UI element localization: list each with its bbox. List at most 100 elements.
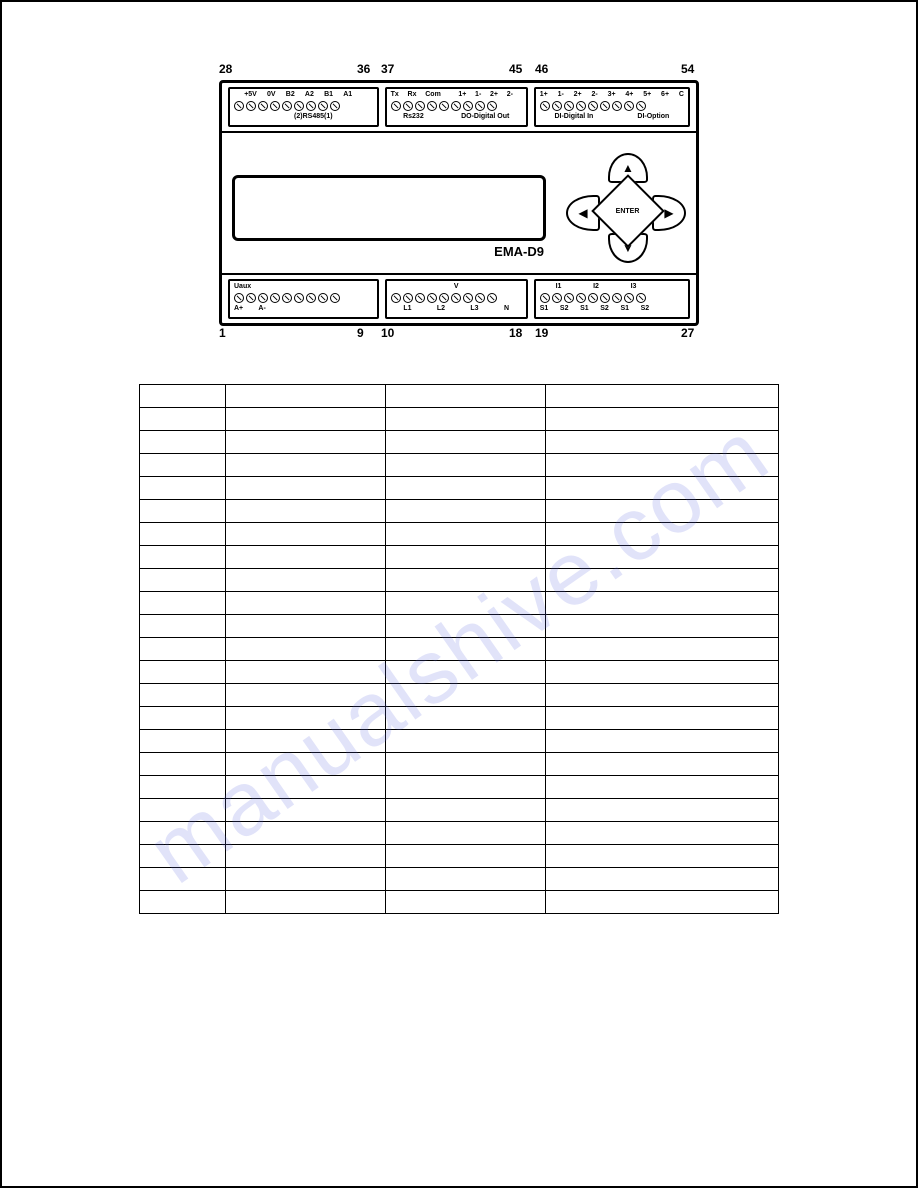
enter-button[interactable]: ENTER — [591, 174, 665, 248]
table-cell — [545, 546, 778, 569]
screw-terminal-icon — [270, 101, 280, 111]
bottom-terminal-strips: UauxA+A-VL1L2L3NI1I2I3S1S2S1S2S1S2 — [222, 275, 696, 323]
terminal-sublabel: L1 — [403, 305, 411, 313]
terminal-label: Tx — [391, 91, 399, 99]
screw-terminal-icon — [330, 101, 340, 111]
screw-terminal-icon — [330, 293, 340, 303]
terminal-label: 6+ — [661, 91, 669, 99]
table-cell — [386, 730, 546, 753]
table-cell — [226, 799, 386, 822]
lcd-screen — [232, 175, 546, 241]
table-cell — [386, 500, 546, 523]
screw-terminal-icon — [552, 101, 562, 111]
table-cell — [386, 845, 546, 868]
terminal-label: 2- — [507, 91, 513, 99]
terminal-sub-labels: (2)RS485(1) — [234, 113, 373, 121]
table-cell — [386, 753, 546, 776]
table-row — [140, 891, 779, 914]
terminal-sublabel: L3 — [470, 305, 478, 313]
terminal-row — [391, 101, 522, 111]
screw-terminal-icon — [282, 293, 292, 303]
table-cell — [545, 592, 778, 615]
table-cell — [140, 454, 226, 477]
table-row — [140, 523, 779, 546]
table-row — [140, 454, 779, 477]
table-cell — [140, 684, 226, 707]
table-cell — [545, 753, 778, 776]
table-cell — [226, 523, 386, 546]
terminal-number: 18 — [509, 326, 522, 340]
screw-terminal-icon — [636, 293, 646, 303]
screw-terminal-icon — [487, 101, 497, 111]
terminal-number: 10 — [381, 326, 394, 340]
terminal-sub-labels: S1S2S1S2S1S2 — [540, 305, 684, 313]
table-row — [140, 615, 779, 638]
screw-terminal-icon — [270, 293, 280, 303]
table-cell — [140, 408, 226, 431]
screw-terminal-icon — [600, 101, 610, 111]
terminal-number: 36 — [357, 62, 370, 76]
screw-terminal-icon — [624, 293, 634, 303]
terminal-label: 2+ — [490, 91, 498, 99]
table-cell — [140, 385, 226, 408]
terminal-sub-labels: L1L2L3N — [391, 305, 522, 313]
table-cell — [545, 431, 778, 454]
table-cell — [386, 454, 546, 477]
bottom-terminal-numbers: 1910181927 — [219, 326, 699, 344]
table-cell — [386, 615, 546, 638]
screw-terminal-icon — [306, 293, 316, 303]
table-cell — [226, 638, 386, 661]
terminal-number: 37 — [381, 62, 394, 76]
screw-terminal-icon — [246, 293, 256, 303]
terminal-label: C — [679, 91, 684, 99]
table-cell — [386, 477, 546, 500]
terminal-label: Rx — [408, 91, 417, 99]
table-cell — [140, 477, 226, 500]
right-arrow-icon: ▶ — [664, 207, 673, 219]
table-cell — [545, 799, 778, 822]
table-cell — [545, 523, 778, 546]
screw-terminal-icon — [403, 101, 413, 111]
device-face: EMA-D9 ▲ ▼ ◀ ▶ ENTER — [222, 131, 696, 275]
table-cell — [140, 730, 226, 753]
terminal-row — [234, 293, 373, 303]
table-row — [140, 845, 779, 868]
screw-terminal-icon — [234, 293, 244, 303]
table-cell — [226, 730, 386, 753]
table-cell — [545, 500, 778, 523]
table-cell — [386, 822, 546, 845]
table-row — [140, 592, 779, 615]
enter-label: ENTER — [616, 207, 640, 214]
table-row — [140, 408, 779, 431]
terminal-label: I2 — [593, 283, 599, 291]
terminal-label: 1- — [558, 91, 564, 99]
table-cell — [545, 707, 778, 730]
screw-terminal-icon — [576, 101, 586, 111]
device-body: +5V0VB2A2B1A1(2)RS485(1)TxRxCom1+1-2+2-R… — [219, 80, 699, 326]
terminal-row — [540, 293, 684, 303]
table-cell — [226, 661, 386, 684]
terminal-label: 1+ — [540, 91, 548, 99]
table-row — [140, 477, 779, 500]
terminal-top-labels: 1+1-2+2-3+4+5+6+C — [540, 91, 684, 99]
table-cell — [140, 707, 226, 730]
screw-terminal-icon — [624, 101, 634, 111]
table-cell — [226, 684, 386, 707]
table-cell — [386, 431, 546, 454]
terminal-top-labels: I1I2I3 — [540, 283, 684, 291]
table-cell — [545, 477, 778, 500]
terminal-label: Com — [425, 91, 441, 99]
table-cell — [545, 730, 778, 753]
screw-terminal-icon — [234, 101, 244, 111]
table-cell — [386, 707, 546, 730]
table-cell — [545, 638, 778, 661]
table-row — [140, 868, 779, 891]
screw-terminal-icon — [564, 101, 574, 111]
screw-terminal-icon — [439, 293, 449, 303]
table-cell — [386, 868, 546, 891]
terminal-label: +5V — [244, 91, 257, 99]
table-cell — [140, 753, 226, 776]
table-cell — [386, 408, 546, 431]
terminal-number: 54 — [681, 62, 694, 76]
table-cell — [545, 569, 778, 592]
